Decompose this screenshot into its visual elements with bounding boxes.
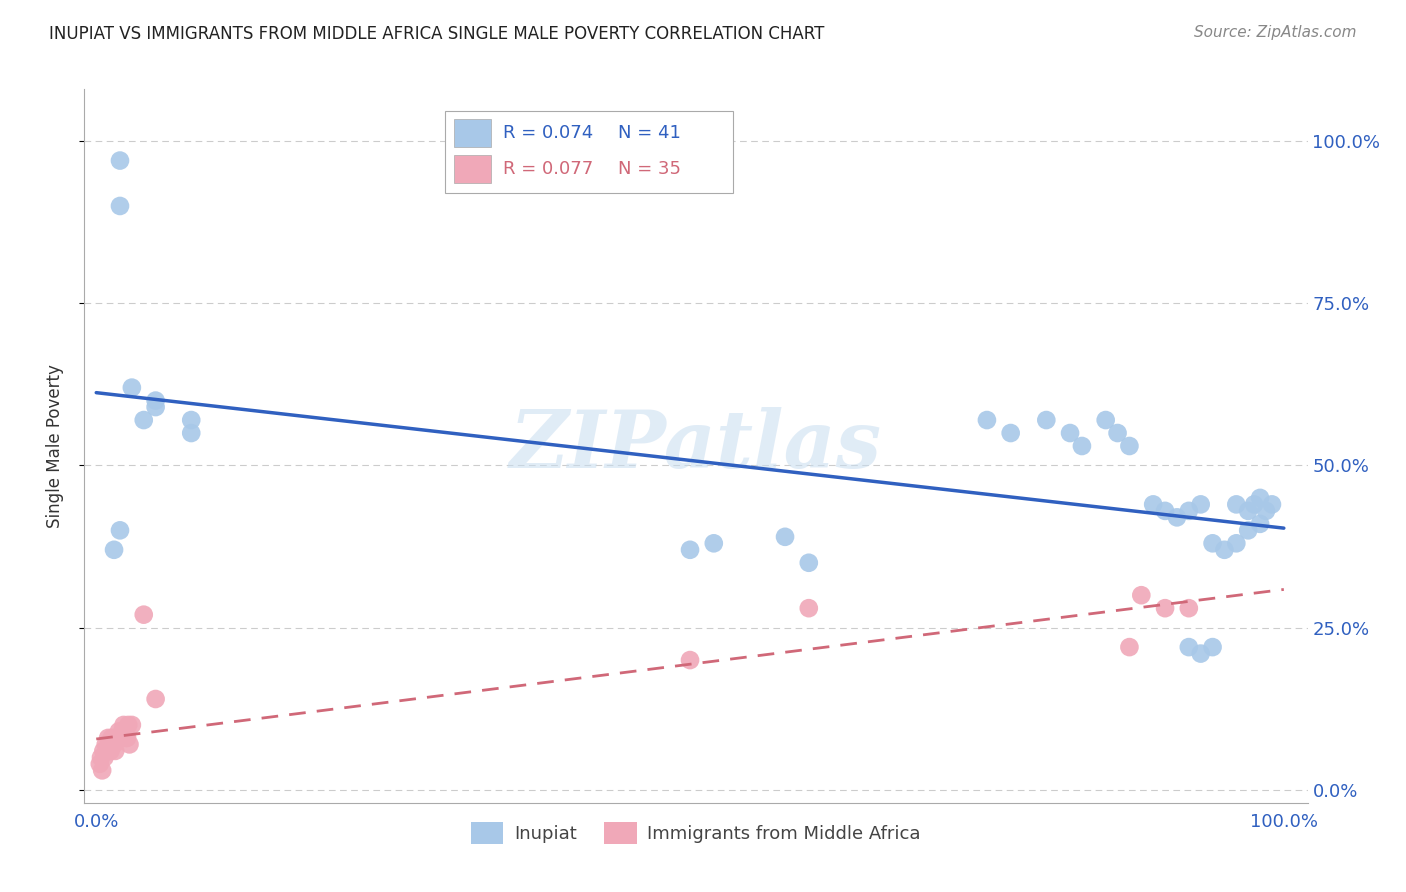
Point [1178, 504, 1201, 518]
Point [1130, 588, 1153, 602]
Point [115, 731, 138, 745]
Point [108, 731, 131, 745]
Point [104, 744, 127, 758]
Point [117, 718, 139, 732]
Point [679, 542, 702, 557]
Point [96, 744, 118, 758]
Point [132, 607, 155, 622]
Legend: Inupiat, Immigrants from Middle Africa: Inupiat, Immigrants from Middle Africa [464, 814, 928, 851]
Point [1142, 497, 1164, 511]
Point [703, 536, 725, 550]
Point [1225, 497, 1247, 511]
Point [976, 413, 998, 427]
Point [1249, 516, 1271, 531]
Point [93, 744, 115, 758]
Point [89, 756, 111, 771]
Point [1189, 647, 1212, 661]
Text: ZIPatlas: ZIPatlas [510, 408, 882, 484]
Point [108, 524, 131, 538]
Point [100, 744, 122, 758]
Point [121, 718, 143, 732]
Point [1189, 497, 1212, 511]
Point [773, 530, 796, 544]
Point [118, 738, 141, 752]
Point [103, 542, 125, 557]
Point [145, 692, 167, 706]
Point [145, 400, 167, 414]
Point [107, 724, 129, 739]
Point [180, 425, 202, 440]
Point [121, 381, 143, 395]
Point [94, 738, 117, 752]
Point [114, 724, 136, 739]
Point [98, 738, 121, 752]
Point [1249, 491, 1271, 505]
Point [1154, 601, 1177, 615]
Point [1237, 504, 1260, 518]
Point [108, 153, 131, 168]
Point [1178, 601, 1201, 615]
Y-axis label: Single Male Poverty: Single Male Poverty [45, 364, 63, 528]
Point [679, 653, 702, 667]
Point [93, 750, 115, 764]
Point [100, 731, 122, 745]
Point [105, 731, 128, 745]
Point [112, 718, 135, 732]
Point [1107, 425, 1129, 440]
Point [132, 413, 155, 427]
Point [1154, 504, 1177, 518]
Point [180, 413, 202, 427]
Point [108, 199, 131, 213]
Point [101, 738, 124, 752]
Point [91, 764, 114, 778]
Point [145, 393, 167, 408]
Point [1118, 640, 1140, 654]
Point [103, 738, 125, 752]
Point [797, 556, 820, 570]
Point [1201, 536, 1223, 550]
Point [107, 731, 129, 745]
Point [797, 601, 820, 615]
Point [1118, 439, 1140, 453]
Point [111, 724, 134, 739]
Point [1201, 640, 1223, 654]
Point [1035, 413, 1057, 427]
Point [1213, 542, 1236, 557]
Point [1059, 425, 1081, 440]
Text: Source: ZipAtlas.com: Source: ZipAtlas.com [1194, 25, 1357, 40]
Point [1000, 425, 1022, 440]
Point [90, 750, 112, 764]
Point [1178, 640, 1201, 654]
Point [115, 731, 138, 745]
Point [1261, 497, 1284, 511]
Point [1254, 504, 1277, 518]
Point [1166, 510, 1188, 524]
Point [1243, 497, 1265, 511]
Text: INUPIAT VS IMMIGRANTS FROM MIDDLE AFRICA SINGLE MALE POVERTY CORRELATION CHART: INUPIAT VS IMMIGRANTS FROM MIDDLE AFRICA… [49, 25, 824, 43]
Point [97, 731, 120, 745]
Point [1094, 413, 1116, 427]
Point [1237, 524, 1260, 538]
Point [1071, 439, 1094, 453]
Point [110, 731, 132, 745]
Point [1225, 536, 1247, 550]
